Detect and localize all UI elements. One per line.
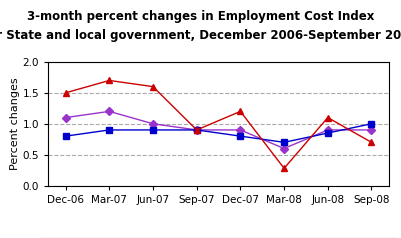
Line: Benefit costs: Benefit costs — [62, 77, 375, 172]
Line: Wages and salaries: Wages and salaries — [63, 121, 374, 145]
Benefit costs — [238, 110, 243, 113]
Compensation costs — [282, 147, 286, 150]
Wages and salaries — [282, 141, 286, 144]
Benefit costs — [325, 116, 330, 119]
Benefit costs — [63, 91, 68, 94]
Wages and salaries — [151, 129, 156, 131]
Wages and salaries — [107, 129, 112, 131]
Wages and salaries — [194, 129, 199, 131]
Line: Compensation costs: Compensation costs — [63, 109, 374, 151]
Compensation costs — [194, 129, 199, 131]
Wages and salaries — [63, 135, 68, 138]
Wages and salaries — [369, 122, 374, 125]
Wages and salaries — [238, 135, 243, 138]
Benefit costs — [282, 167, 286, 170]
Compensation costs — [369, 129, 374, 131]
Benefit costs — [194, 129, 199, 131]
Text: 3-month percent changes in Employment Cost Index: 3-month percent changes in Employment Co… — [27, 10, 374, 23]
Compensation costs — [107, 110, 112, 113]
Compensation costs — [325, 129, 330, 131]
Benefit costs — [107, 79, 112, 82]
Compensation costs — [151, 122, 156, 125]
Benefit costs — [369, 141, 374, 144]
Y-axis label: Percent changes: Percent changes — [10, 77, 20, 170]
Compensation costs — [238, 129, 243, 131]
Wages and salaries — [325, 132, 330, 134]
Compensation costs — [63, 116, 68, 119]
Text: for State and local government, December 2006-September 2008: for State and local government, December… — [0, 29, 401, 42]
Benefit costs — [151, 85, 156, 88]
